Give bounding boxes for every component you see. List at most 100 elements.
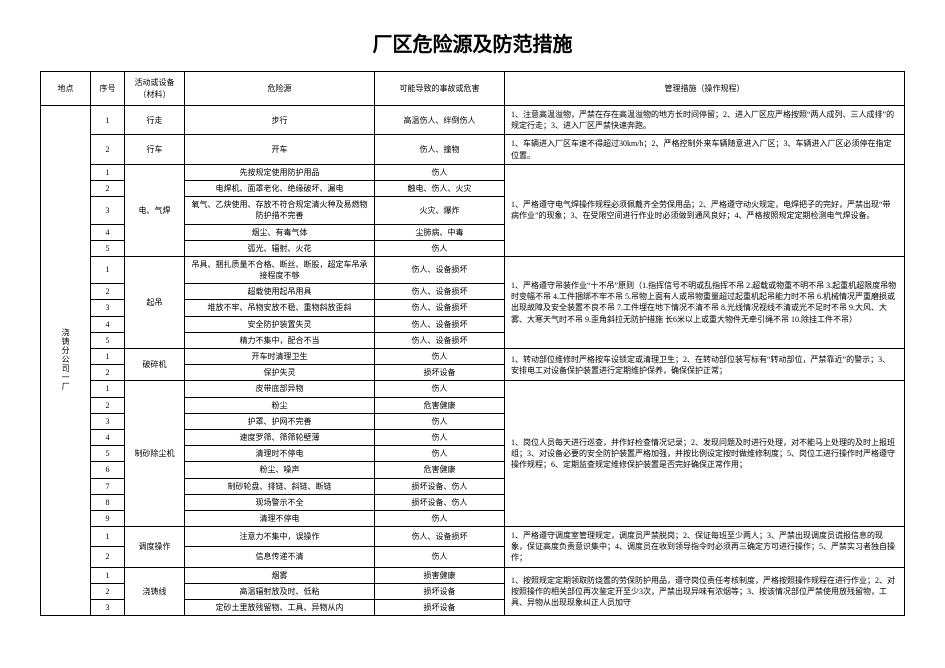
hazard-cell: 烟雾 [185, 567, 375, 583]
seq-cell: 2 [91, 583, 125, 599]
hazard-cell: 精力不集中，配合不当 [185, 332, 375, 348]
accident-cell: 伤人、设备损坏 [375, 256, 505, 283]
seq-cell: 3 [91, 413, 125, 429]
table-row: 1制砂除尘机皮带底部异物伤人1、岗位人员每天进行巡查，并作好检查情况记录；2、发… [41, 381, 905, 397]
col-equipment: 活动或设备（材料） [125, 72, 185, 106]
col-hazard: 危险源 [185, 72, 375, 106]
hazard-cell: 烟尘、有毒气体 [185, 224, 375, 240]
equipment-cell: 浇铸线 [125, 567, 185, 616]
equipment-cell: 行车 [125, 135, 185, 164]
hazard-cell: 步行 [185, 106, 375, 135]
accident-cell: 损坏设备、伤人 [375, 494, 505, 510]
seq-cell: 1 [91, 164, 125, 180]
table-row: 1浇铸线烟雾损害健康1、按照规定定期领取防烧置的劳保防护用品，遵守岗位责任考核制… [41, 567, 905, 583]
measures-cell: 1、转动部位维修时严格按车设锁定或清理卫生；2、在转动部位装写标有“转动部位，严… [505, 349, 905, 381]
seq-cell: 1 [91, 106, 125, 135]
accident-cell: 损坏设备 [375, 600, 505, 616]
hazard-cell: 信息传递不清 [185, 547, 375, 567]
accident-cell: 伤人、设备损坏 [375, 316, 505, 332]
col-location: 地点 [41, 72, 91, 106]
seq-cell: 2 [91, 284, 125, 300]
seq-cell: 4 [91, 429, 125, 445]
hazard-cell: 皮带底部异物 [185, 381, 375, 397]
hazard-cell: 粉尘、噪声 [185, 462, 375, 478]
table-row: 1破碎机开车时清理卫生伤人1、转动部位维修时严格按车设锁定或清理卫生；2、在转动… [41, 349, 905, 365]
hazard-cell: 清理时不停电 [185, 446, 375, 462]
col-accident: 可能导致的事故或危害 [375, 72, 505, 106]
measures-cell: 1、严格遵守吊装作业“十不吊”原则（1.指挥信号不明或乱指挥不吊 2.超载或物重… [505, 256, 905, 348]
measures-cell: 1、严格遵守调度室管理规定，调度员严禁脱岗；2、保证每班至少两人；3、严禁出现调… [505, 527, 905, 568]
accident-cell: 伤人、设备损坏 [375, 300, 505, 316]
seq-cell: 2 [91, 547, 125, 567]
hazard-cell: 制砂轮盘、排链、斜链、断链 [185, 478, 375, 494]
accident-cell: 损坏设备 [375, 365, 505, 381]
table-header-row: 地点 序号 活动或设备（材料） 危险源 可能导致的事故或危害 管理措施（操作规程… [41, 72, 905, 106]
table-row: 1起吊吊具、捆扎质量不合格、断丝、断股，超定车吊承接程度不够伤人、设备损坏1、严… [41, 256, 905, 283]
hazard-cell: 电焊机、面罩老化、绝缘破坏、漏电 [185, 180, 375, 196]
hazard-cell: 粉尘 [185, 397, 375, 413]
hazard-cell: 超载使用起吊用具 [185, 284, 375, 300]
accident-cell: 危害健康 [375, 397, 505, 413]
accident-cell: 伤人、设备损坏 [375, 527, 505, 547]
equipment-cell: 电、气焊 [125, 164, 185, 256]
equipment-cell: 调度操作 [125, 527, 185, 568]
hazard-cell: 护罩、护网不完善 [185, 413, 375, 429]
seq-cell: 6 [91, 462, 125, 478]
hazard-cell: 保护失灵 [185, 365, 375, 381]
hazard-cell: 氧气、乙炔使用、存放不符合规定清火种及易燃物防护措不完善 [185, 197, 375, 224]
measures-cell: 1、岗位人员每天进行巡查，并作好检查情况记录；2、发现问题及时进行处理，对不能马… [505, 381, 905, 527]
accident-cell: 伤人 [375, 547, 505, 567]
seq-cell: 2 [91, 180, 125, 196]
seq-cell: 8 [91, 494, 125, 510]
accident-cell: 伤人 [375, 164, 505, 180]
hazard-cell: 弧光、辐射、火花 [185, 240, 375, 256]
seq-cell: 2 [91, 135, 125, 164]
accident-cell: 高温伤人、绊倒伤人 [375, 106, 505, 135]
accident-cell: 伤人 [375, 381, 505, 397]
location-cell: 浇铸分公司一厂 [41, 106, 91, 616]
accident-cell: 危害健康 [375, 462, 505, 478]
measures-cell: 1、车辆进入厂区车速不得超过30km/h；2、严格控制外来车辆随意进入厂区；3、… [505, 135, 905, 164]
measures-cell: 1、严格遵守电气焊操作规程必须佩戴齐全劳保用品；2、严格遵守动火规定，电焊把子的… [505, 164, 905, 256]
accident-cell: 伤人 [375, 446, 505, 462]
page-title: 厂区危险源及防范措施 [40, 28, 905, 57]
table-row: 1调度操作注意力不集中，误操作伤人、设备损坏1、严格遵守调度室管理规定，调度员严… [41, 527, 905, 547]
measures-cell: 1、按照规定定期领取防烧置的劳保防护用品，遵守岗位责任考核制度，严格按照操作规程… [505, 567, 905, 616]
hazard-cell: 堆放不牢、吊物安放不稳、重物斜放歪斜 [185, 300, 375, 316]
table-row: 浇铸分公司一厂1行走步行高温伤人、绊倒伤人1、注意高温溢物，严禁在存在高温溢物的… [41, 106, 905, 135]
seq-cell: 1 [91, 567, 125, 583]
seq-cell: 3 [91, 197, 125, 224]
hazard-cell: 清理不停电 [185, 510, 375, 526]
hazard-cell: 安全防护装置失灵 [185, 316, 375, 332]
location-label: 浇铸分公司一厂 [60, 328, 71, 391]
hazard-cell: 吊具、捆扎质量不合格、断丝、断股，超定车吊承接程度不够 [185, 256, 375, 283]
hazard-cell: 先按规定使用防护用品 [185, 164, 375, 180]
hazard-cell: 注意力不集中，误操作 [185, 527, 375, 547]
equipment-cell: 制砂除尘机 [125, 381, 185, 527]
table-row: 1电、气焊先按规定使用防护用品伤人1、严格遵守电气焊操作规程必须佩戴齐全劳保用品… [41, 164, 905, 180]
hazard-cell: 开车时清理卫生 [185, 349, 375, 365]
accident-cell: 伤人、撞物 [375, 135, 505, 164]
hazard-cell: 开车 [185, 135, 375, 164]
col-seq: 序号 [91, 72, 125, 106]
accident-cell: 损坏设备、伤人 [375, 478, 505, 494]
equipment-cell: 起吊 [125, 256, 185, 348]
accident-cell: 触电、伤人、火灾 [375, 180, 505, 196]
accident-cell: 尘肺病、中毒 [375, 224, 505, 240]
accident-cell: 损害健康 [375, 567, 505, 583]
accident-cell: 伤人、设备损坏 [375, 332, 505, 348]
accident-cell: 伤人 [375, 429, 505, 445]
seq-cell: 5 [91, 240, 125, 256]
seq-cell: 5 [91, 446, 125, 462]
seq-cell: 7 [91, 478, 125, 494]
seq-cell: 2 [91, 365, 125, 381]
seq-cell: 1 [91, 349, 125, 365]
equipment-cell: 破碎机 [125, 349, 185, 381]
seq-cell: 1 [91, 527, 125, 547]
measures-cell: 1、注意高温溢物，严禁在存在高温溢物的地方长时间停留；2、进入厂区应严格按照“两… [505, 106, 905, 135]
hazard-cell: 定砂土里放残留物、工具、异物从内 [185, 600, 375, 616]
equipment-cell: 行走 [125, 106, 185, 135]
accident-cell: 损坏设备 [375, 583, 505, 599]
seq-cell: 4 [91, 224, 125, 240]
accident-cell: 伤人 [375, 349, 505, 365]
